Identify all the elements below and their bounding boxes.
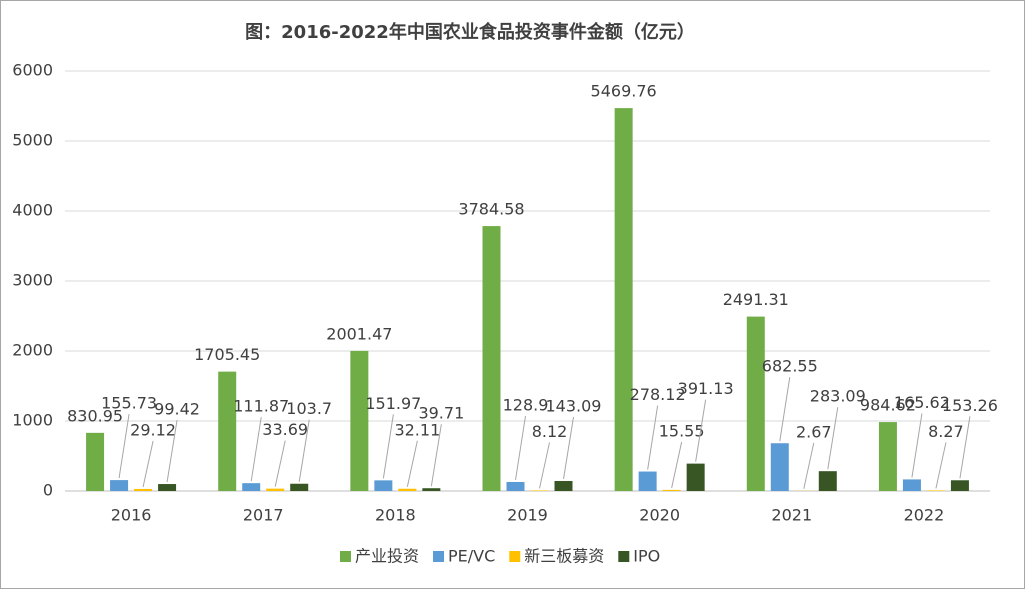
legend-label: PE/VC	[448, 547, 495, 566]
bar	[158, 484, 176, 491]
bar	[483, 226, 501, 491]
bar	[290, 484, 308, 491]
data-label: 103.7	[286, 399, 332, 418]
y-tick-label: 6000	[12, 61, 53, 80]
bar	[266, 489, 284, 491]
data-label: 5469.76	[591, 82, 657, 101]
data-label: 128.9	[503, 395, 549, 414]
x-tick-label: 2018	[375, 506, 416, 525]
data-label: 1705.45	[194, 345, 260, 364]
legend-swatch	[433, 551, 444, 562]
data-label: 99.42	[154, 400, 200, 419]
y-tick-label: 4000	[12, 201, 53, 220]
bar	[903, 479, 921, 491]
bar	[771, 443, 789, 491]
bar	[218, 372, 236, 491]
x-tick-label: 2016	[111, 506, 152, 525]
data-label: 8.12	[532, 422, 568, 441]
bar	[350, 351, 368, 491]
bar	[422, 488, 440, 491]
legend-swatch	[509, 551, 520, 562]
y-tick-label: 2000	[12, 341, 53, 360]
bar	[951, 480, 969, 491]
bar	[398, 489, 416, 491]
data-label: 39.71	[418, 404, 464, 423]
data-label: 8.27	[928, 422, 964, 441]
data-label: 111.87	[233, 397, 289, 416]
bar	[555, 481, 573, 491]
bar	[687, 464, 705, 491]
x-tick-label: 2019	[507, 506, 548, 525]
bar	[927, 490, 945, 491]
y-tick-label: 0	[43, 481, 53, 500]
x-tick-label: 2017	[243, 506, 284, 525]
bar	[819, 471, 837, 491]
y-tick-label: 1000	[12, 411, 53, 430]
data-label: 153.26	[942, 396, 998, 415]
data-label: 33.69	[262, 420, 308, 439]
bar	[639, 472, 657, 491]
bar	[86, 433, 104, 491]
data-label: 15.55	[659, 421, 705, 440]
y-tick-label: 5000	[12, 131, 53, 150]
legend-label: 产业投资	[355, 547, 419, 566]
x-tick-label: 2021	[771, 506, 812, 525]
chart-title: 图：2016-2022年中国农业食品投资事件金额（亿元）	[245, 21, 695, 43]
y-tick-label: 3000	[12, 271, 53, 290]
bar	[879, 422, 897, 491]
bar	[134, 489, 152, 491]
data-label: 283.09	[810, 387, 866, 406]
legend-swatch	[340, 551, 351, 562]
x-tick-label: 2020	[639, 506, 680, 525]
x-tick-label: 2022	[904, 506, 945, 525]
data-label: 29.12	[130, 420, 176, 439]
legend-swatch	[618, 551, 629, 562]
bar	[507, 482, 525, 491]
data-label: 682.55	[762, 357, 818, 376]
data-label: 2001.47	[326, 324, 392, 343]
bar	[531, 490, 549, 491]
legend-label: IPO	[633, 547, 660, 566]
data-label: 3784.58	[458, 200, 524, 219]
bar	[615, 108, 633, 491]
data-label: 32.11	[394, 420, 440, 439]
legend-label: 新三板募资	[524, 547, 604, 566]
data-label: 151.97	[365, 394, 421, 413]
data-label: 391.13	[678, 379, 734, 398]
bar	[374, 480, 392, 491]
bar	[663, 490, 681, 491]
data-label: 143.09	[546, 396, 602, 415]
bar	[242, 483, 260, 491]
data-label: 2491.31	[723, 290, 789, 309]
data-label: 2.67	[796, 422, 832, 441]
bar	[747, 317, 765, 491]
data-label: 155.73	[101, 394, 157, 413]
bar	[110, 480, 128, 491]
